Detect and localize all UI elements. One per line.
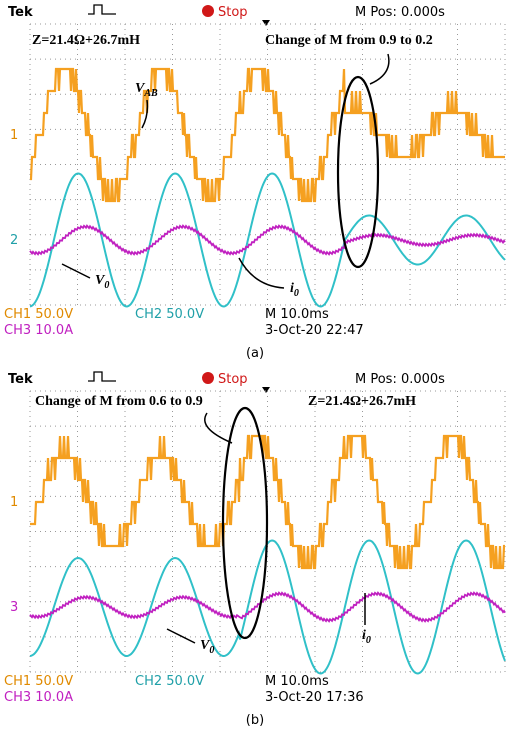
- v-0-arrow: [62, 264, 90, 278]
- impedance-label: Z=21.4Ω+26.7mH: [308, 394, 416, 409]
- channel-marker: 3: [10, 600, 18, 615]
- channel-marker: 1: [10, 128, 18, 143]
- v-0-label: V0: [200, 638, 214, 656]
- brand: Tek: [8, 372, 33, 387]
- i-0-arrow: [239, 258, 284, 288]
- trigger-pointer: [262, 387, 270, 393]
- position: M Pos: 0.000s: [355, 5, 445, 20]
- change-arrow: [370, 54, 389, 84]
- status: Stop: [218, 372, 248, 387]
- i-0-label-sub: 0: [366, 635, 371, 646]
- stop-dot: [202, 372, 214, 384]
- channel-marker: 1: [10, 495, 18, 510]
- stop-dot: [202, 5, 214, 17]
- caption: (b): [246, 713, 264, 728]
- change-label: Change of M from 0.6 to 0.9: [35, 394, 203, 409]
- trigger-pointer: [262, 20, 270, 26]
- v-ab-label-sub: AB: [143, 88, 158, 99]
- channel-marker: 2: [10, 233, 18, 248]
- trigger-icon: [88, 372, 116, 381]
- change-label: Change of M from 0.9 to 0.2: [265, 33, 433, 48]
- v-0-label: V0: [95, 273, 109, 291]
- ch3-setting: CH3 10.0A: [4, 690, 73, 705]
- figure: Tek Stop M Pos: 0.000s 1 2 Z=21.4Ω+26.7mH Chan…: [0, 0, 510, 733]
- status: Stop: [218, 5, 248, 20]
- position: M Pos: 0.000s: [355, 372, 445, 387]
- v-0-label-sub: 0: [209, 645, 214, 656]
- brand: Tek: [8, 5, 33, 20]
- ch1-setting: CH1 50.0V: [4, 307, 73, 322]
- timebase: M 10.0ms: [265, 307, 329, 322]
- caption: (a): [246, 346, 264, 361]
- ch2-setting: CH2 50.0V: [135, 307, 204, 322]
- scope-panel: Tek Stop M Pos: 0.000s 1 2 Z=21.4Ω+26.7mH Chan…: [4, 5, 505, 361]
- ch3-setting: CH3 10.0A: [4, 323, 73, 338]
- v-0-arrow: [167, 629, 195, 643]
- trigger-icon: [88, 5, 116, 14]
- change-arrow: [205, 413, 232, 443]
- timestamp: 3-Oct-20 22:47: [265, 323, 364, 338]
- ch1-setting: CH1 50.0V: [4, 674, 73, 689]
- i-0-label-sub: 0: [294, 288, 299, 299]
- v-0-label-sub: 0: [104, 280, 109, 291]
- timebase: M 10.0ms: [265, 674, 329, 689]
- i-0-label: i0: [362, 628, 371, 646]
- ch2-setting: CH2 50.0V: [135, 674, 204, 689]
- scope-panel: Tek Stop M Pos: 0.000s 1 3 Z=21.4Ω+26.7mH Chan…: [4, 372, 505, 728]
- impedance-label: Z=21.4Ω+26.7mH: [32, 33, 140, 48]
- timestamp: 3-Oct-20 17:36: [265, 690, 364, 705]
- i-0-label: i0: [290, 281, 299, 299]
